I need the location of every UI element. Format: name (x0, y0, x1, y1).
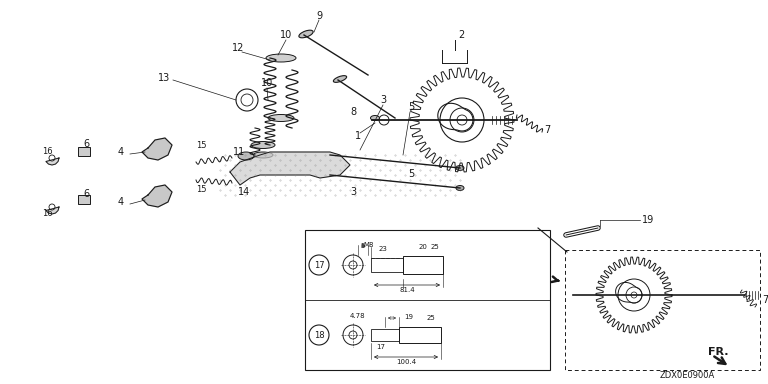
Text: 13: 13 (158, 73, 170, 83)
Ellipse shape (251, 141, 275, 149)
Ellipse shape (238, 152, 254, 160)
Text: 8: 8 (350, 107, 356, 117)
Text: 9: 9 (316, 11, 322, 21)
Text: 25: 25 (431, 244, 439, 250)
Bar (403, 256, 443, 274)
Text: 6: 6 (83, 189, 89, 199)
Text: 81.4: 81.4 (399, 287, 415, 293)
Circle shape (49, 155, 55, 161)
Ellipse shape (456, 185, 464, 190)
Ellipse shape (370, 116, 379, 121)
Text: 1: 1 (355, 131, 361, 141)
Text: 5: 5 (408, 102, 414, 112)
Text: 15: 15 (196, 141, 207, 149)
Ellipse shape (268, 114, 294, 121)
Text: 2: 2 (458, 30, 464, 40)
Text: 10: 10 (261, 78, 273, 88)
Polygon shape (142, 138, 172, 160)
Text: 23: 23 (379, 246, 387, 252)
Bar (565, 250, 760, 370)
Text: 17: 17 (376, 344, 386, 350)
Text: 6: 6 (83, 139, 89, 149)
Text: FR.: FR. (708, 347, 729, 357)
Ellipse shape (266, 54, 296, 62)
Text: 16: 16 (42, 147, 53, 157)
Ellipse shape (333, 76, 346, 82)
Bar (78, 195, 90, 204)
Ellipse shape (299, 30, 313, 38)
Text: 25: 25 (427, 315, 435, 321)
Text: 18: 18 (313, 331, 324, 339)
Text: 4.78: 4.78 (350, 313, 366, 319)
Text: 4: 4 (118, 147, 124, 157)
Text: 5: 5 (361, 243, 366, 249)
Text: 4: 4 (118, 197, 124, 207)
Bar (371, 258, 403, 272)
Bar (399, 327, 441, 343)
Bar (371, 329, 399, 341)
Text: 11: 11 (233, 147, 245, 157)
Bar (305, 230, 550, 370)
Text: 16: 16 (42, 210, 53, 218)
Polygon shape (230, 152, 350, 185)
Text: ZDX0E0900A: ZDX0E0900A (660, 371, 715, 379)
Text: 19: 19 (642, 215, 654, 225)
Text: 3: 3 (350, 187, 356, 197)
Circle shape (49, 204, 55, 210)
Text: 5: 5 (408, 169, 414, 179)
Ellipse shape (456, 166, 464, 170)
Text: 3: 3 (380, 95, 386, 105)
Text: 100.4: 100.4 (396, 359, 416, 365)
Polygon shape (46, 207, 59, 214)
Text: 7: 7 (544, 125, 550, 135)
Text: M8: M8 (364, 242, 374, 248)
Polygon shape (46, 158, 59, 165)
Bar (78, 147, 90, 156)
Ellipse shape (253, 152, 273, 158)
Text: 10: 10 (280, 30, 293, 40)
Text: 15: 15 (196, 185, 207, 195)
Polygon shape (142, 185, 172, 207)
Text: 7: 7 (762, 295, 768, 305)
Text: 19: 19 (405, 314, 413, 320)
Text: 17: 17 (313, 260, 324, 270)
Text: 12: 12 (232, 43, 244, 53)
Text: 20: 20 (419, 244, 428, 250)
Text: 14: 14 (238, 187, 250, 197)
